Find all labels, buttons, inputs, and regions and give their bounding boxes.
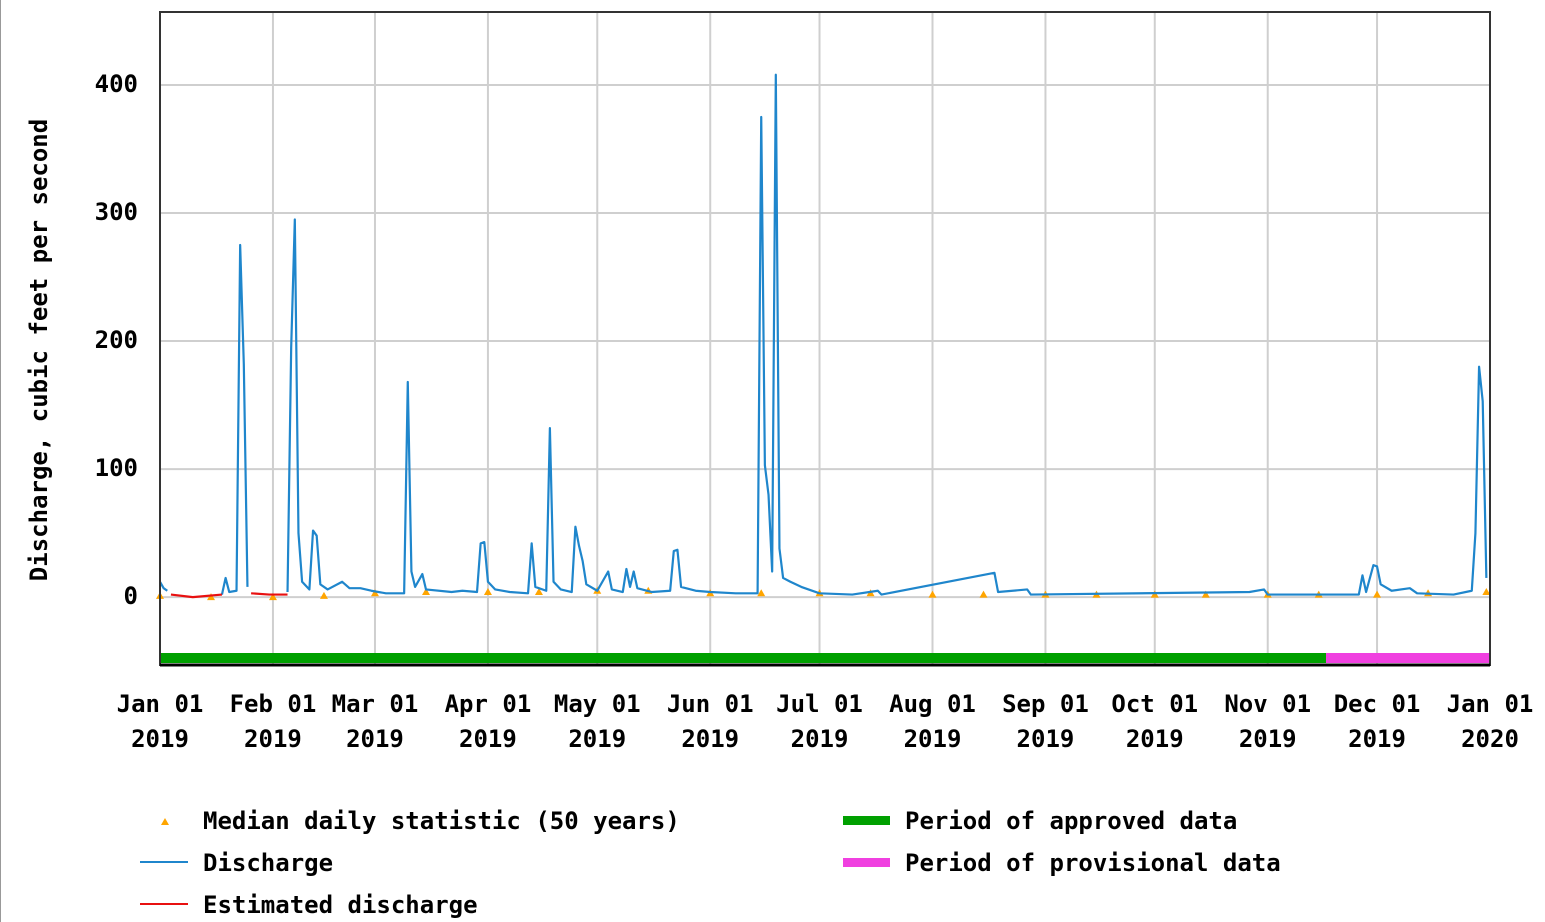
x-tick-label-line: 2019 (681, 725, 739, 753)
x-tick-label-line: May 01 (554, 690, 641, 718)
median-marker (757, 589, 766, 597)
median-marker (1201, 590, 1210, 598)
x-tick-label-line: Jul 01 (776, 690, 863, 718)
x-tick-label: Oct 01 2019 (1111, 690, 1198, 753)
y-tick-label: 400 (95, 70, 138, 98)
median-marker (928, 590, 937, 598)
legend-label: Discharge (203, 849, 333, 877)
legend-label: Estimated discharge (203, 891, 478, 919)
legend-label: Period of provisional data (905, 849, 1281, 877)
x-tick-label: Dec 01 2019 (1334, 690, 1421, 753)
x-tick-label: Mar 01 2019 (332, 690, 419, 753)
x-tick-label-line: 2019 (459, 725, 517, 753)
y-tick-label: 0 (124, 582, 138, 610)
median-marker (483, 588, 492, 596)
y-tick-label: 300 (95, 198, 138, 226)
x-tick-label: Jun 01 2019 (667, 690, 754, 753)
x-tick-label: Apr 01 2019 (445, 690, 532, 753)
x-tick-label: May 01 2019 (554, 690, 641, 753)
median-marker (268, 593, 277, 601)
x-tick-label: Jan 01 2020 (1447, 690, 1534, 753)
x-tick-label-line: 2019 (244, 725, 302, 753)
x-tick-label-line: Nov 01 (1224, 690, 1311, 718)
period-bar (1326, 653, 1490, 663)
median-marker (422, 588, 430, 596)
x-tick-label-line: Jan 01 (117, 690, 204, 718)
x-tick-label: Nov 01 2019 (1224, 690, 1311, 753)
x-tick-label-line: 2019 (131, 725, 189, 753)
x-tick-label-line: 2020 (1461, 725, 1519, 753)
x-tick-label-line: Mar 01 (332, 690, 419, 718)
x-tick-label: Aug 01 2019 (889, 690, 976, 753)
x-tick-label-line: 2019 (791, 725, 849, 753)
x-tick-label-line: 2019 (1239, 725, 1297, 753)
x-tick-label: Feb 01 2019 (230, 690, 317, 753)
series-line (170, 592, 288, 599)
y-tick-label: 100 (95, 454, 138, 482)
x-tick-label-line: Dec 01 (1334, 690, 1421, 718)
median-marker (1482, 588, 1491, 596)
legend-swatch (843, 816, 890, 825)
x-tick-label-line: Aug 01 (889, 690, 976, 718)
legend-marker (161, 818, 169, 825)
series-line (159, 73, 1488, 596)
y-axis-label: Discharge, cubic feet per second (25, 119, 53, 581)
x-tick-label-line: Jan 01 (1447, 690, 1534, 718)
x-tick-label-line: 2019 (346, 725, 404, 753)
x-tick-label-line: 2019 (1017, 725, 1075, 753)
x-tick-label-line: 2019 (568, 725, 626, 753)
median-marker (979, 590, 988, 598)
median-marker (319, 591, 328, 599)
x-tick-label-line: 2019 (904, 725, 962, 753)
x-tick-label-line: 2019 (1126, 725, 1184, 753)
x-tick-label: Jan 01 2019 (117, 690, 204, 753)
legend-label: Median daily statistic (50 years) (203, 807, 680, 835)
median-marker (1373, 590, 1382, 598)
x-tick-label-line: Apr 01 (445, 690, 532, 718)
x-tick-label-line: 2019 (1348, 725, 1406, 753)
x-tick-label: Sep 01 2019 (1002, 690, 1089, 753)
x-tick-label-line: Sep 01 (1002, 690, 1089, 718)
x-tick-label-line: Feb 01 (230, 690, 317, 718)
median-marker (534, 588, 543, 596)
y-tick-label: 200 (95, 326, 138, 354)
x-tick-label: Jul 01 2019 (776, 690, 863, 753)
median-marker (370, 589, 379, 597)
legend-label: Period of approved data (905, 807, 1237, 835)
x-tick-label-line: Oct 01 (1111, 690, 1198, 718)
x-tick-label-line: Jun 01 (667, 690, 754, 718)
period-bar (160, 653, 1327, 663)
legend-swatch (843, 858, 890, 867)
